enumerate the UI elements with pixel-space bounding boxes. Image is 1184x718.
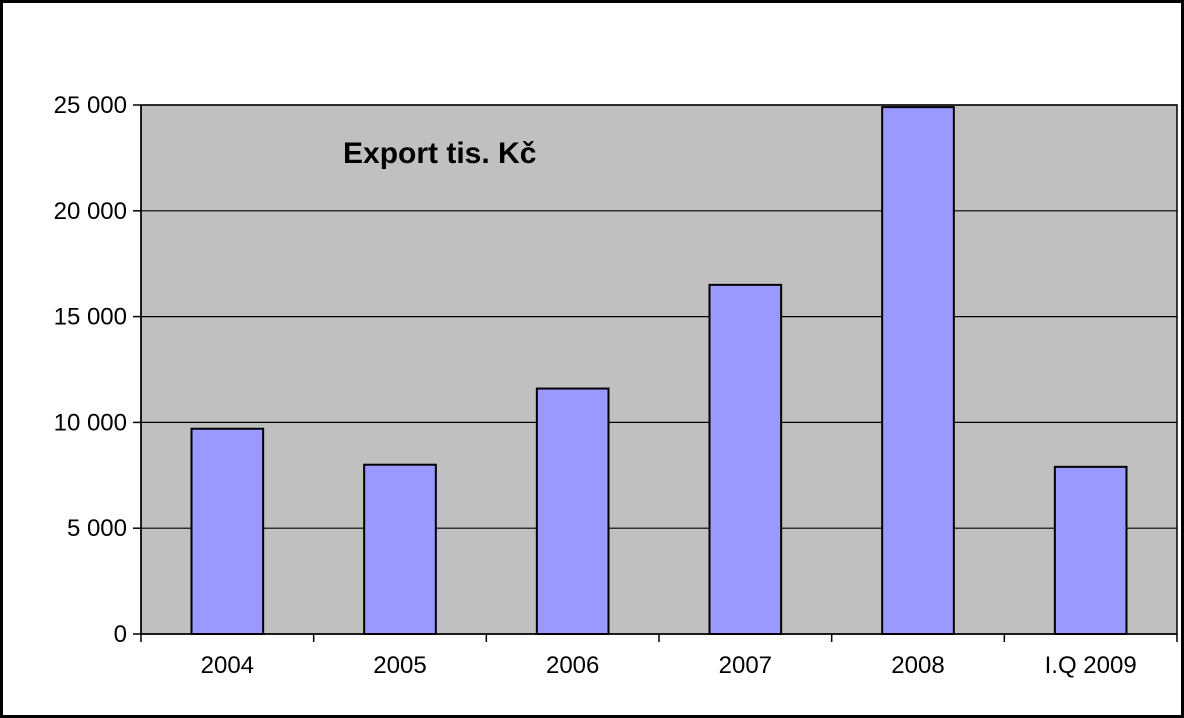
gridlines (141, 104, 1177, 529)
y-tick-label-4: 20 000 (54, 198, 127, 225)
x-tick-label-2005: 2005 (373, 652, 426, 679)
y-tick-labels: 0 5 000 10 000 15 000 20 000 25 000 (54, 92, 127, 648)
y-tick-label-2: 10 000 (54, 409, 127, 436)
bar-2008 (881, 106, 955, 635)
x-tick-label-2007: 2007 (719, 652, 772, 679)
y-tick-label-3: 15 000 (54, 304, 127, 331)
bar-2007 (708, 283, 783, 635)
y-tick-label-1: 5 000 (67, 515, 127, 542)
x-tick-label-2008: 2008 (891, 652, 944, 679)
bar-i-q-2009 (1053, 465, 1128, 635)
bar-2006 (535, 387, 610, 635)
y-tick-label-0: 0 (114, 621, 127, 648)
y-tick-label-5: 25 000 (54, 92, 127, 119)
plot-area (140, 104, 1178, 635)
x-tick-label-i-q-2009: I.Q 2009 (1045, 652, 1137, 679)
x-tick-label-2006: 2006 (546, 652, 599, 679)
x-tick-label-2004: 2004 (201, 652, 254, 679)
chart-title: Export tis. Kč (343, 137, 536, 170)
bar-2005 (363, 463, 437, 635)
axes (133, 104, 1178, 642)
x-tick-labels: 2004 2005 2006 2007 2008 I.Q 2009 (201, 652, 1137, 679)
bar-2004 (190, 427, 265, 635)
bars (190, 106, 1128, 635)
